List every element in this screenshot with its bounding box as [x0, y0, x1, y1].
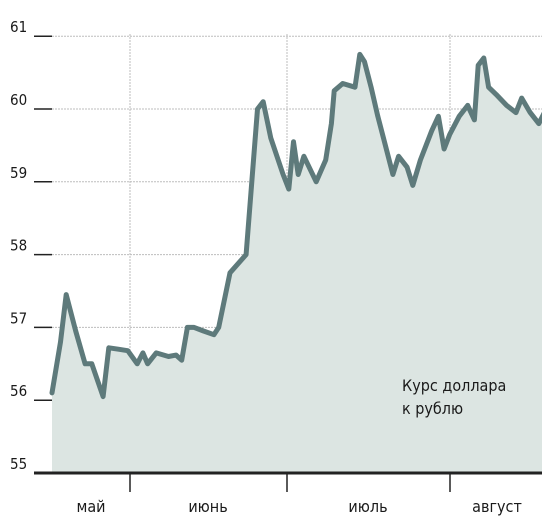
month-label-2: июнь — [188, 497, 227, 516]
y-tick-label-58: 58 — [10, 237, 27, 255]
month-label-4: август — [472, 497, 522, 516]
y-tick-label-61: 61 — [10, 18, 27, 36]
series-area — [52, 54, 542, 473]
annotation-background — [396, 372, 518, 424]
y-tick-label-60: 60 — [10, 91, 27, 109]
month-label-1: май — [76, 497, 105, 516]
annotation-line-1: Курс доллара — [402, 376, 506, 395]
series-line — [49, 51, 542, 400]
x-axis-ticks — [129, 473, 451, 492]
y-tick-label-57: 57 — [10, 309, 27, 327]
y-axis-ticks: 55 56 57 58 59 60 61 — [10, 18, 52, 474]
y-tick-label-56: 56 — [10, 382, 27, 400]
month-label-3: июль — [348, 497, 387, 516]
y-tick-label-55: 55 — [10, 455, 27, 473]
x-axis-month-labels: май июнь июль август — [76, 497, 521, 516]
annotation-line-2: к рублю — [402, 399, 463, 418]
y-tick-label-59: 59 — [10, 164, 27, 182]
